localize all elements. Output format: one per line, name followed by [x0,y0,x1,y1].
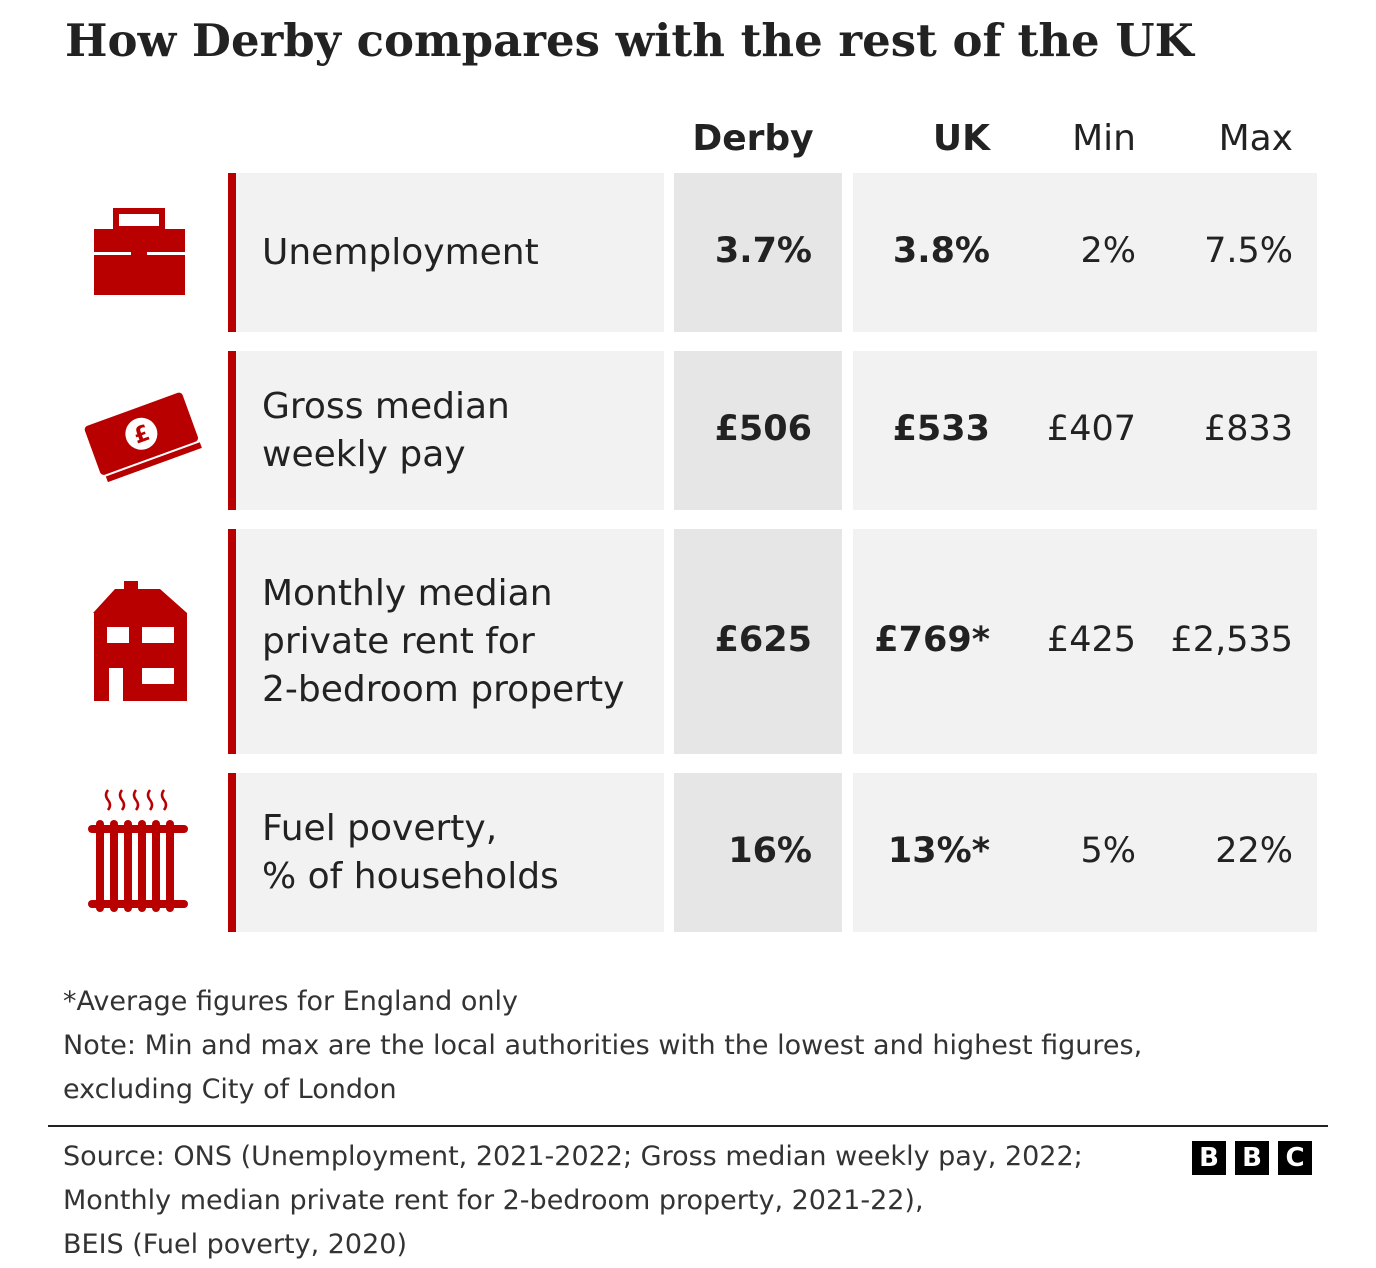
logo-letter: B [1235,1141,1269,1175]
derby-cell [674,773,842,932]
column-header: UK [932,118,990,159]
cell-value: 3.7% [714,230,812,271]
compare-cell [853,773,1317,932]
cell-value: 7.5% [1204,230,1293,271]
row-accent [228,529,236,754]
row-accent [228,351,236,510]
cell-value: £533 [892,408,990,449]
source: BEIS (Fuel poverty, 2020) [63,1229,407,1260]
cell-value: 16% [728,830,812,871]
label-cell [236,529,664,754]
note: *Average figures for England only [63,986,518,1017]
row-label: Fuel poverty, [262,807,498,849]
column-header: Min [1072,118,1136,159]
logo-letter: C [1278,1141,1312,1175]
column-header: Derby [692,118,814,159]
compare-cell [853,351,1317,510]
note: Note: Min and max are the local authorit… [63,1030,1143,1061]
cell-value: £833 [1203,408,1293,449]
row-accent [228,173,236,332]
cell-value: £407 [1046,408,1136,449]
row-label: Monthly median [262,572,553,614]
title: How Derby compares with the rest of the … [65,14,1194,67]
source: Monthly median private rent for 2-bedroo… [63,1185,924,1216]
cell-value: 22% [1215,830,1293,871]
cell-value: £506 [714,408,812,449]
row-label: Gross median [262,385,510,427]
source: Source: ONS (Unemployment, 2021-2022; Gr… [63,1141,1083,1172]
cell-value: £425 [1046,619,1136,660]
derby-cell [674,351,842,510]
cell-value: £625 [714,619,812,660]
row-label: weekly pay [262,433,466,475]
derby-cell [674,173,842,332]
row-label: 2-bedroom property [262,668,625,710]
label-cell [236,773,664,932]
compare-cell [853,173,1317,332]
icons: £ [84,208,202,912]
derby-cell [674,529,842,754]
cell-value: 13%* [887,830,990,871]
note: excluding City of London [63,1074,397,1105]
cell-value: 2% [1080,230,1136,271]
column-header: Max [1218,118,1293,159]
row-label: private rent for [262,620,535,662]
cell-value: 5% [1080,830,1136,871]
compare-cell [853,529,1317,754]
logo-letter: B [1192,1141,1226,1175]
row-accent [228,773,236,932]
row-label: Unemployment [262,231,539,273]
cell-value: £769* [874,619,990,660]
row-label: % of households [262,855,559,897]
cell-value: 3.8% [892,230,990,271]
cell-value: £2,535 [1170,619,1293,660]
label-cell [236,351,664,510]
label-cell [236,173,664,332]
